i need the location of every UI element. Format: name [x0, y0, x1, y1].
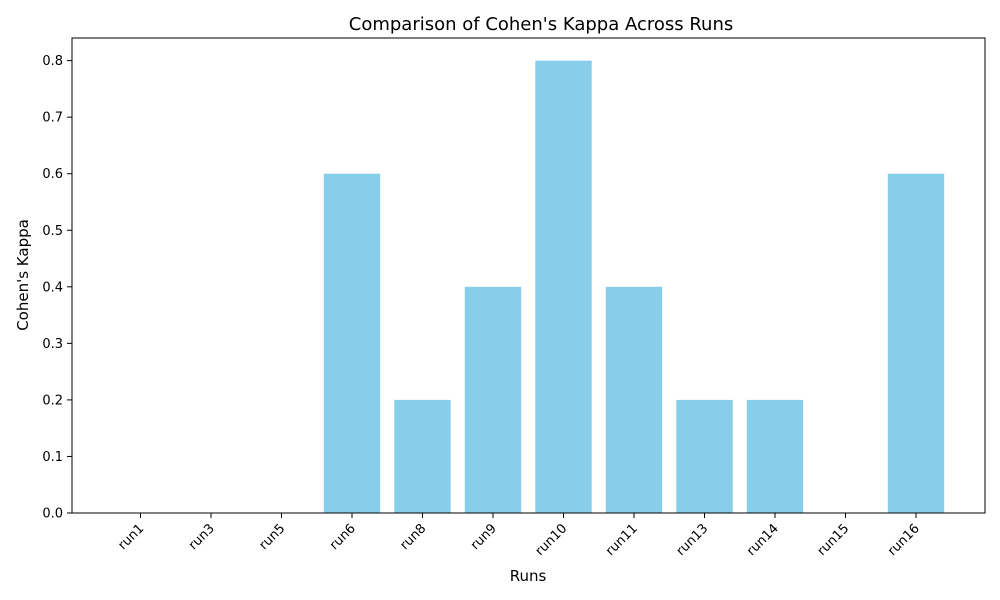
x-tick-label: run6 — [327, 521, 359, 553]
bar-run8 — [394, 399, 451, 513]
x-tick-label: run10 — [533, 521, 571, 559]
bar-run9 — [464, 286, 522, 513]
y-axis-label: Cohen's Kappa — [14, 219, 32, 331]
x-tick-label: run16 — [885, 521, 923, 559]
x-tick-label: run3 — [186, 521, 218, 553]
bar-run16 — [887, 173, 945, 513]
y-tick-label: 0.5 — [42, 224, 63, 239]
bar-run14 — [746, 399, 804, 513]
x-tick-label: run5 — [256, 521, 288, 553]
y-tick-label: 0.0 — [42, 507, 63, 522]
y-tick-label: 0.7 — [42, 111, 63, 126]
plot-frame — [71, 37, 986, 514]
x-axis-label: Runs — [510, 567, 547, 585]
x-tick-label: run1 — [115, 521, 147, 553]
bar-run10 — [535, 60, 592, 514]
y-tick-label: 0.1 — [42, 450, 63, 465]
x-tick-label: run13 — [674, 521, 712, 559]
x-tick-label: run9 — [468, 521, 500, 553]
bars-group — [323, 60, 945, 514]
y-tick-label: 0.8 — [42, 54, 63, 69]
y-tick-label: 0.3 — [42, 337, 63, 352]
x-axis: run1 run3 run5 run6 run8 run9 run10 run11 run13 r… — [115, 513, 923, 559]
y-tick-label: 0.6 — [42, 167, 63, 182]
x-tick-label: run15 — [815, 521, 853, 559]
bar-run13 — [676, 399, 733, 513]
y-axis: 0.0 0.1 0.2 0.3 0.4 0.5 0.6 0.7 0.8 — [42, 54, 72, 522]
x-tick-label: run8 — [397, 521, 429, 553]
bar-run6 — [323, 173, 381, 513]
chart-title: Comparison of Cohen's Kappa Across Runs — [349, 14, 734, 35]
x-tick-label: run14 — [744, 521, 782, 559]
y-tick-label: 0.2 — [42, 393, 63, 408]
x-tick-label: run11 — [603, 521, 641, 559]
y-tick-label: 0.4 — [42, 280, 63, 295]
bar-run11 — [605, 286, 663, 513]
